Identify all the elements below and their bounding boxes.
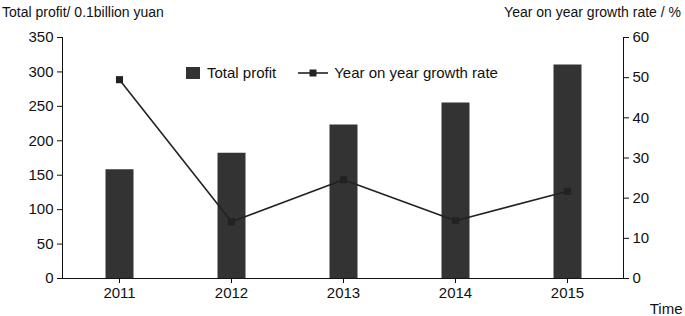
svg-text:250: 250 <box>28 97 53 114</box>
svg-text:50: 50 <box>37 235 54 252</box>
svg-text:350: 350 <box>28 28 53 45</box>
svg-text:50: 50 <box>633 68 650 85</box>
svg-text:0: 0 <box>45 269 53 286</box>
svg-text:2012: 2012 <box>215 284 248 301</box>
svg-text:150: 150 <box>28 166 53 183</box>
html-text:Year on year growth rate / %: Year on year growth rate / % <box>504 4 681 20</box>
svg-text:60: 60 <box>633 28 650 45</box>
svg-text:2015: 2015 <box>551 284 584 301</box>
svg-text:Time: Time <box>650 300 683 316</box>
svg-text:2013: 2013 <box>327 284 360 301</box>
svg-text:100: 100 <box>28 200 53 217</box>
html-text:Total profit: Total profit <box>207 64 277 81</box>
svg-text:2014: 2014 <box>439 284 472 301</box>
html-text:Year on year growth rate: Year on year growth rate <box>334 64 498 81</box>
html-text:Total profit/ 0.1billion yuan: Total profit/ 0.1billion yuan <box>2 4 164 20</box>
svg-text:40: 40 <box>633 109 650 126</box>
svg-text:0: 0 <box>633 269 641 286</box>
svg-text:10: 10 <box>633 229 650 246</box>
svg-text:2011: 2011 <box>103 284 135 301</box>
svg-text:30: 30 <box>633 149 650 166</box>
svg-text:300: 300 <box>28 63 53 80</box>
svg-text:20: 20 <box>633 189 650 206</box>
svg-text:200: 200 <box>28 132 53 149</box>
